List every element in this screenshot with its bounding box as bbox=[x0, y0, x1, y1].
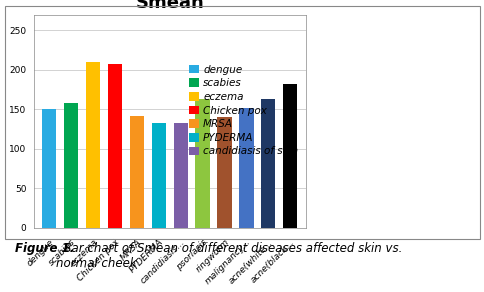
Legend: dengue, scabies, eczema, Chicken pox, MRSA, PYDERMA, candidiasis of skin: dengue, scabies, eczema, Chicken pox, MR… bbox=[186, 62, 300, 159]
Bar bbox=[107, 64, 122, 228]
Bar bbox=[283, 84, 297, 228]
Bar bbox=[261, 99, 275, 228]
Text: Figure 1.: Figure 1. bbox=[15, 242, 74, 256]
Bar bbox=[173, 123, 187, 228]
Bar bbox=[217, 117, 231, 228]
Text: Bar chart of Smean of different diseases affected skin vs.
normal cheek: Bar chart of Smean of different diseases… bbox=[56, 242, 401, 270]
Bar bbox=[64, 103, 78, 228]
Bar bbox=[86, 62, 100, 228]
Bar bbox=[239, 108, 253, 228]
Bar bbox=[151, 123, 166, 228]
Bar bbox=[130, 116, 144, 228]
Bar bbox=[195, 99, 209, 228]
Bar bbox=[42, 109, 56, 228]
Title: Smean: Smean bbox=[135, 0, 204, 12]
